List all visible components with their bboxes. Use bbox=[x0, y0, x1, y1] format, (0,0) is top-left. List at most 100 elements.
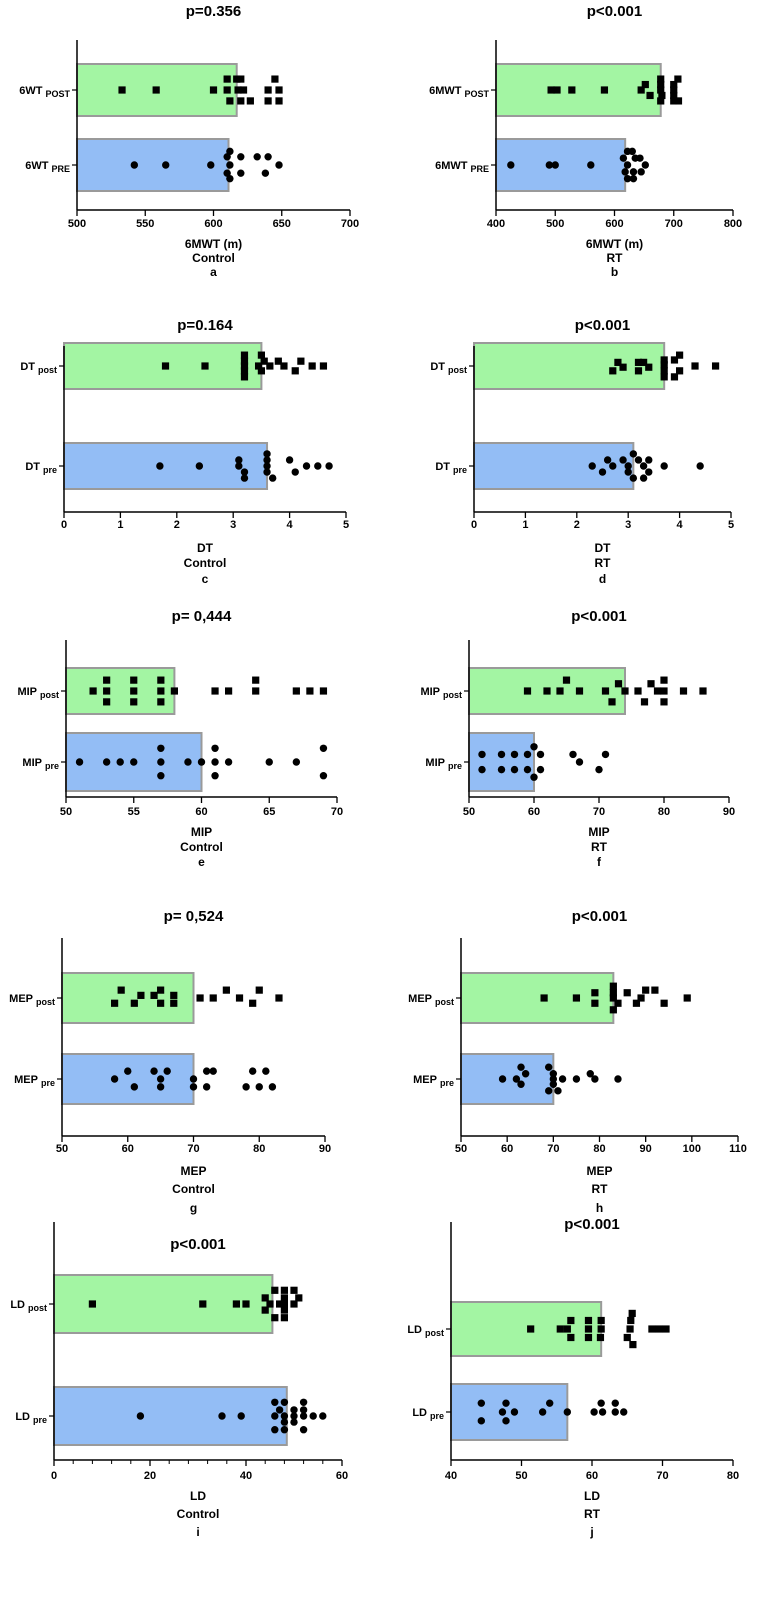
x-axis-label-line-2: Control bbox=[172, 1182, 215, 1196]
x-tick-label: 70 bbox=[547, 1143, 559, 1155]
data-point-square bbox=[297, 357, 305, 365]
x-axis-label-line-1: 6MWT (m) bbox=[185, 237, 242, 251]
data-point-square bbox=[271, 1286, 279, 1294]
data-point-square bbox=[597, 1316, 605, 1325]
data-point-square bbox=[584, 1316, 593, 1325]
data-point-circle bbox=[240, 474, 249, 482]
y-tick-label-main: 6WT bbox=[25, 160, 49, 172]
data-point-circle bbox=[271, 1412, 279, 1420]
data-point-circle bbox=[314, 462, 322, 470]
data-point-circle bbox=[523, 765, 532, 774]
data-point-square bbox=[648, 1325, 656, 1333]
data-point-circle bbox=[280, 1398, 289, 1406]
data-point-circle bbox=[263, 456, 271, 464]
data-point-circle bbox=[696, 462, 704, 470]
data-point-circle bbox=[545, 1087, 553, 1095]
data-point-square bbox=[254, 362, 263, 370]
x-axis-label-line-3: a bbox=[210, 265, 217, 279]
data-point-circle bbox=[240, 468, 249, 476]
x-axis-label-line-3: f bbox=[597, 855, 602, 869]
x-tick-label: 50 bbox=[56, 1143, 68, 1155]
chart-title: p<0.001 bbox=[587, 3, 642, 20]
data-point-square bbox=[223, 75, 231, 83]
y-tick-label-sub: pre bbox=[448, 761, 462, 771]
data-point-square bbox=[623, 989, 631, 997]
data-point-square bbox=[670, 86, 678, 94]
y-tick-label: MIP post bbox=[17, 686, 59, 700]
data-point-square bbox=[660, 361, 668, 369]
data-point-circle bbox=[130, 1083, 139, 1091]
data-point-circle bbox=[290, 1418, 298, 1426]
x-tick-label: 70 bbox=[656, 1470, 668, 1482]
data-point-square bbox=[150, 991, 158, 999]
data-point-square bbox=[670, 356, 679, 364]
data-point-square bbox=[234, 86, 242, 94]
data-point-square bbox=[614, 999, 622, 1007]
data-point-square bbox=[600, 86, 609, 94]
x-tick-label: 500 bbox=[546, 218, 564, 230]
data-point-square bbox=[280, 1286, 288, 1294]
data-point-circle bbox=[545, 161, 554, 169]
data-point-square bbox=[211, 687, 219, 695]
data-point-square bbox=[563, 1325, 571, 1333]
data-point-circle bbox=[223, 169, 231, 177]
data-point-square bbox=[89, 687, 97, 695]
data-point-circle bbox=[587, 161, 595, 169]
y-tick-label-main: DT bbox=[430, 361, 445, 373]
data-point-circle bbox=[319, 744, 328, 752]
data-point-square bbox=[118, 86, 126, 94]
y-tick-label: LD pre bbox=[15, 1411, 47, 1425]
y-tick-label-sub: pre bbox=[43, 465, 57, 475]
data-point-circle bbox=[265, 758, 273, 766]
data-point-circle bbox=[253, 153, 261, 161]
data-point-square bbox=[117, 986, 125, 994]
data-point-square bbox=[609, 367, 617, 375]
data-point-square bbox=[591, 989, 599, 997]
y-tick-label-main: DT bbox=[435, 461, 450, 473]
data-point-square bbox=[657, 97, 665, 105]
data-point-square bbox=[657, 80, 665, 89]
data-point-circle bbox=[157, 758, 165, 766]
y-tick-label-sub: POST bbox=[45, 89, 70, 99]
data-point-circle bbox=[309, 1412, 317, 1420]
data-point-square bbox=[657, 86, 665, 94]
data-point-square bbox=[157, 986, 165, 994]
data-point-square bbox=[232, 1300, 240, 1308]
data-point-square bbox=[553, 86, 561, 94]
data-point-square bbox=[562, 676, 571, 684]
data-point-circle bbox=[641, 161, 650, 169]
y-tick-label-sub: post bbox=[425, 1328, 444, 1338]
data-point-square bbox=[260, 357, 268, 365]
data-point-square bbox=[111, 999, 119, 1007]
data-point-circle bbox=[299, 1412, 308, 1420]
x-axis-label-line-2: Control bbox=[177, 1507, 220, 1521]
data-point-circle bbox=[255, 1083, 263, 1091]
data-point-square bbox=[308, 362, 316, 370]
data-point-square bbox=[609, 989, 617, 997]
data-point-square bbox=[614, 358, 622, 366]
data-point-circle bbox=[510, 765, 519, 774]
x-tick-label: 50 bbox=[515, 1470, 527, 1482]
data-point-circle bbox=[224, 758, 233, 766]
x-tick-label: 40 bbox=[240, 1470, 252, 1482]
data-point-square bbox=[568, 86, 576, 94]
data-point-circle bbox=[629, 174, 638, 183]
x-tick-label: 500 bbox=[68, 218, 86, 230]
data-point-circle bbox=[189, 1075, 198, 1083]
y-tick-label-main: MIP bbox=[425, 757, 445, 769]
data-point-circle bbox=[263, 468, 271, 476]
data-point-square bbox=[609, 1006, 617, 1014]
data-point-square bbox=[290, 1300, 298, 1308]
y-tick-label: MEP post bbox=[408, 993, 454, 1007]
data-point-square bbox=[609, 982, 617, 990]
data-point-square bbox=[641, 80, 649, 89]
x-tick-label: 1 bbox=[117, 519, 123, 531]
data-point-circle bbox=[497, 765, 506, 774]
data-point-circle bbox=[290, 1412, 298, 1420]
data-point-circle bbox=[302, 462, 311, 470]
data-point-square bbox=[609, 994, 617, 1002]
data-point-square bbox=[572, 994, 581, 1002]
x-axis-label-line-2: RT bbox=[591, 840, 608, 854]
data-point-square bbox=[130, 676, 138, 684]
